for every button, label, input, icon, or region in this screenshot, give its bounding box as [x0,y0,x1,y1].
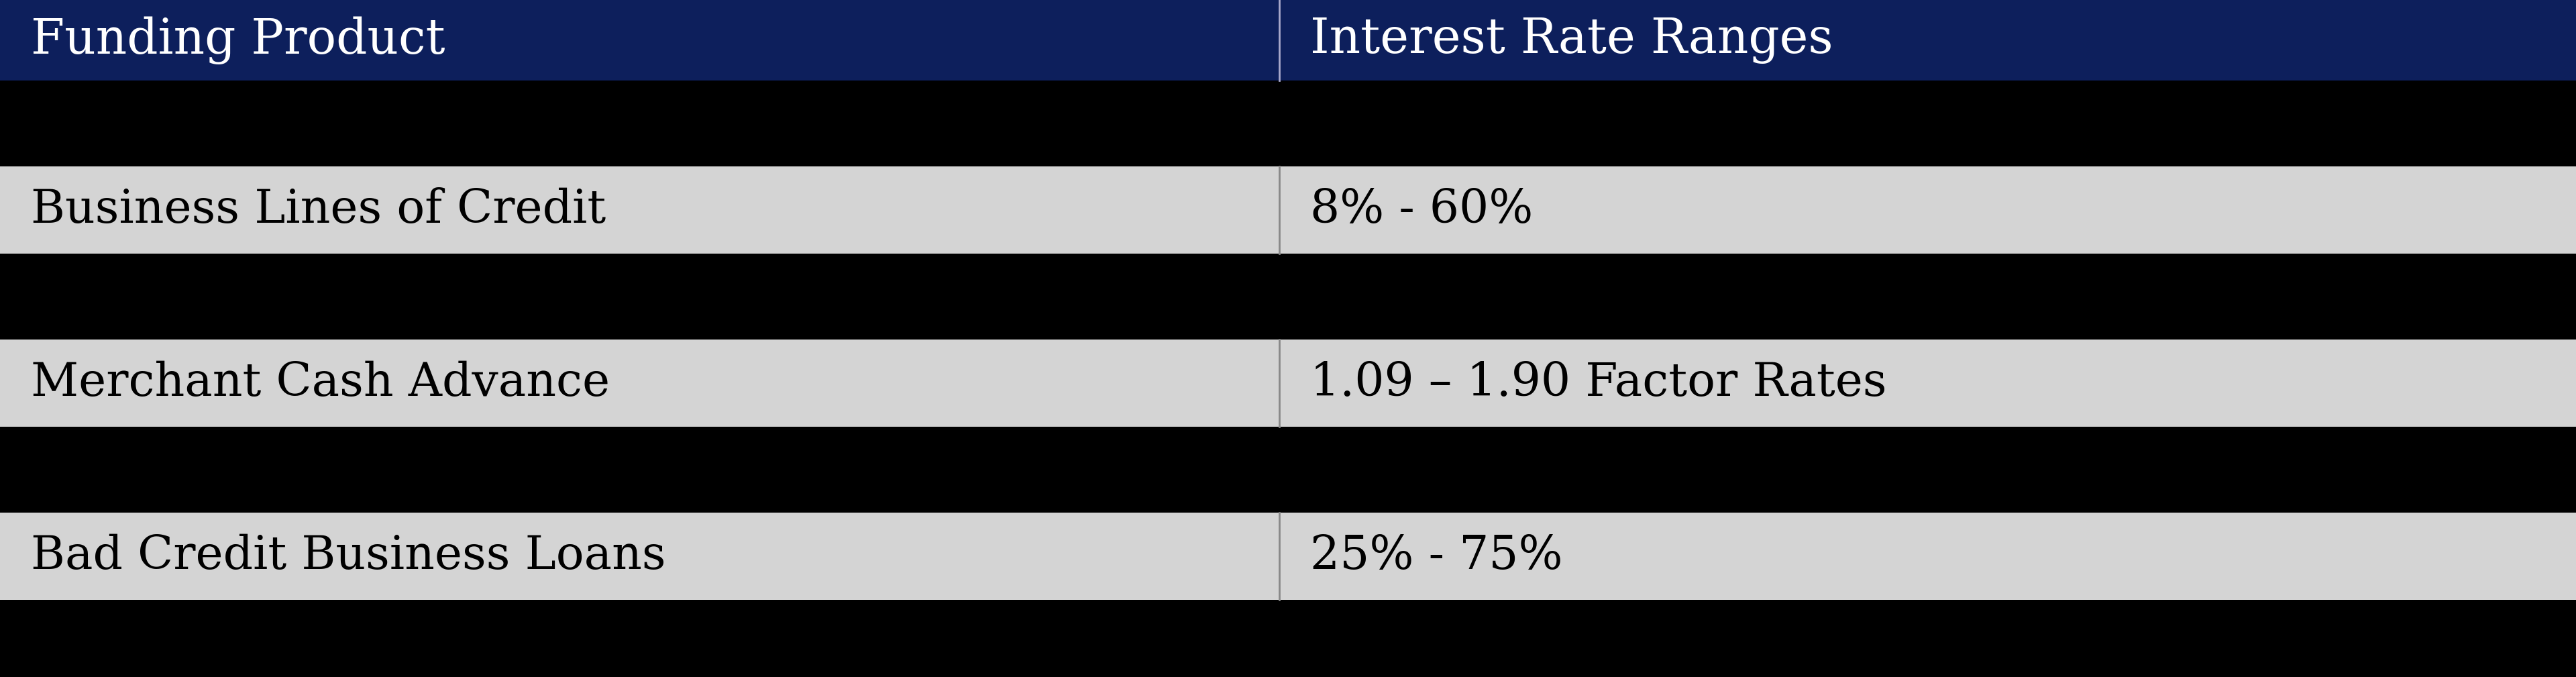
Text: 8% - 60%: 8% - 60% [1309,188,1533,232]
Bar [0,167,1278,254]
Bar [1278,0,2576,81]
Text: Funding Product: Funding Product [31,16,446,64]
Bar [0,0,1278,81]
Bar [1278,167,2576,254]
Bar [1278,512,2576,600]
Text: 1.09 – 1.90 Factor Rates: 1.09 – 1.90 Factor Rates [1309,361,1886,406]
Text: Business Lines of Credit: Business Lines of Credit [31,188,605,232]
Bar [1278,339,2576,427]
Text: 25% - 75%: 25% - 75% [1309,534,1564,578]
Text: Merchant Cash Advance: Merchant Cash Advance [31,361,611,406]
Bar [0,512,1278,600]
Bar [0,339,1278,427]
Text: Bad Credit Business Loans: Bad Credit Business Loans [31,534,667,578]
Text: Interest Rate Ranges: Interest Rate Ranges [1309,17,1834,64]
